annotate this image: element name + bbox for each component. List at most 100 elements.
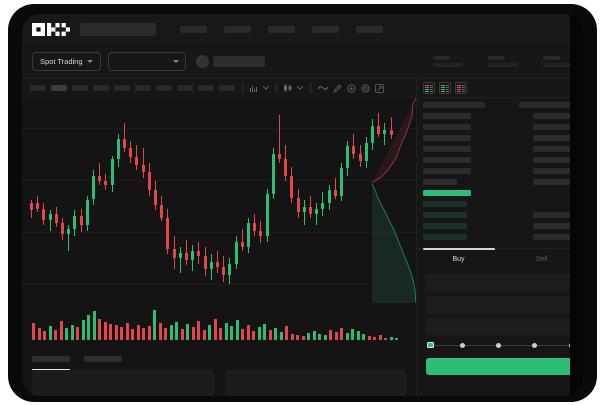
pair-select[interactable] <box>107 51 186 71</box>
order-field-price[interactable] <box>425 274 575 291</box>
orderbook-row[interactable] <box>423 212 577 220</box>
timeframe-6[interactable] <box>156 85 172 91</box>
bottom-tab-0[interactable] <box>32 356 70 370</box>
orderbook-row[interactable] <box>423 124 577 132</box>
timeframe-9[interactable] <box>219 85 235 91</box>
candlestick-chart[interactable] <box>22 98 416 303</box>
orderbook-row[interactable] <box>423 168 577 176</box>
chart-type-icon[interactable] <box>284 84 292 92</box>
device-bezel-right <box>570 14 583 396</box>
indicators-chevron-icon[interactable] <box>263 86 269 90</box>
orderbook-row[interactable] <box>423 201 577 209</box>
timeframe-4[interactable] <box>114 85 130 91</box>
app-root: Spot Trading <box>22 14 583 396</box>
nav-item-1[interactable] <box>224 25 251 33</box>
magnet-icon[interactable] <box>347 84 356 93</box>
candle-body <box>135 157 139 165</box>
submit-order-button[interactable] <box>426 358 574 375</box>
okx-logo[interactable] <box>32 22 70 36</box>
orderbook-amount-cell <box>423 179 457 185</box>
slider-node-75[interactable] <box>532 342 537 348</box>
nav-item-0[interactable] <box>180 25 207 33</box>
orderbook-bids-icon[interactable] <box>439 82 451 94</box>
timeframe-3[interactable] <box>93 85 109 91</box>
orderbook-both-icon[interactable] <box>423 82 435 94</box>
timeframe-8[interactable] <box>198 85 214 91</box>
indicators-icon[interactable] <box>250 85 258 92</box>
trading-mode-button[interactable]: Spot Trading <box>32 51 101 71</box>
candle-body <box>160 204 164 218</box>
orderbook-row[interactable] <box>423 179 577 187</box>
timeframe-1[interactable] <box>51 85 67 91</box>
volume-bar <box>213 318 217 340</box>
candle-wick <box>310 195 311 218</box>
candle-body <box>67 228 71 235</box>
orderbook-row[interactable] <box>423 223 577 231</box>
orderbook-row[interactable] <box>423 234 577 242</box>
volume-bar <box>197 320 200 340</box>
orderbook-amount-cell <box>423 124 471 130</box>
bottom-panel-0[interactable] <box>32 370 214 396</box>
timeframe-7[interactable] <box>177 85 193 91</box>
candle <box>197 98 201 303</box>
bottom-tab-1[interactable] <box>84 356 122 362</box>
buy-sell-tabs: Buy Sell <box>417 249 583 269</box>
nav-item-2[interactable] <box>268 25 295 33</box>
tab-buy[interactable]: Buy <box>452 255 465 263</box>
candle-body <box>203 256 207 270</box>
orderbook-price-cell <box>533 223 577 229</box>
ticker-stat-2 <box>543 55 573 67</box>
orderbook-row[interactable] <box>423 157 577 165</box>
candle-wick <box>241 228 243 251</box>
slider-node-25[interactable] <box>460 342 465 348</box>
fullscreen-icon[interactable] <box>375 83 384 93</box>
orderbook-row[interactable] <box>423 102 577 110</box>
candle-body <box>265 194 269 237</box>
candle <box>383 98 387 303</box>
pair-name <box>212 55 265 67</box>
amount-slider[interactable] <box>427 341 574 351</box>
volume-bar <box>389 337 393 340</box>
candle <box>346 98 350 303</box>
candle <box>364 98 368 303</box>
slider-node-50[interactable] <box>496 342 501 348</box>
candle <box>209 98 213 303</box>
orderbook-row[interactable] <box>423 135 577 143</box>
timeframe-0[interactable] <box>30 85 46 91</box>
line-tool-icon[interactable] <box>318 85 328 91</box>
slider-node-0[interactable] <box>427 341 434 349</box>
volume-bar <box>48 326 52 340</box>
nav-item-4[interactable] <box>356 25 383 33</box>
order-field-amount[interactable] <box>425 296 575 313</box>
nav-item-3[interactable] <box>312 25 339 33</box>
orderbook-row[interactable] <box>423 190 577 198</box>
candle-wick <box>124 122 125 152</box>
candle-body <box>371 126 374 143</box>
orderbook-rows[interactable] <box>417 98 583 242</box>
settings-icon[interactable] <box>361 84 370 93</box>
bars <box>457 84 461 92</box>
orderbook-row[interactable] <box>423 146 577 154</box>
orderbook-price-cell <box>533 135 577 141</box>
candle-wick <box>136 144 138 171</box>
order-form-fields <box>417 269 583 335</box>
volume-bar <box>329 330 332 340</box>
order-field-total[interactable] <box>425 318 575 335</box>
chart-type-chevron-icon[interactable] <box>297 86 303 90</box>
candle-body <box>154 190 157 205</box>
candle <box>129 98 133 303</box>
candle-body <box>178 252 182 259</box>
orderbook-amount-cell <box>423 102 485 108</box>
timeframe-5[interactable] <box>135 85 151 91</box>
pencil-icon[interactable] <box>333 84 342 93</box>
volume-bar <box>142 328 145 340</box>
orderbook-row[interactable] <box>423 113 577 121</box>
orderbook-asks-icon[interactable] <box>455 82 467 94</box>
tab-sell[interactable]: Sell <box>535 255 548 263</box>
search-input[interactable] <box>80 22 156 36</box>
bottom-panel-1[interactable] <box>224 370 406 396</box>
timeframe-2[interactable] <box>72 85 88 91</box>
orderbook-price-cell <box>519 102 577 108</box>
candle-body <box>327 190 331 204</box>
orderbook-header <box>417 79 583 98</box>
